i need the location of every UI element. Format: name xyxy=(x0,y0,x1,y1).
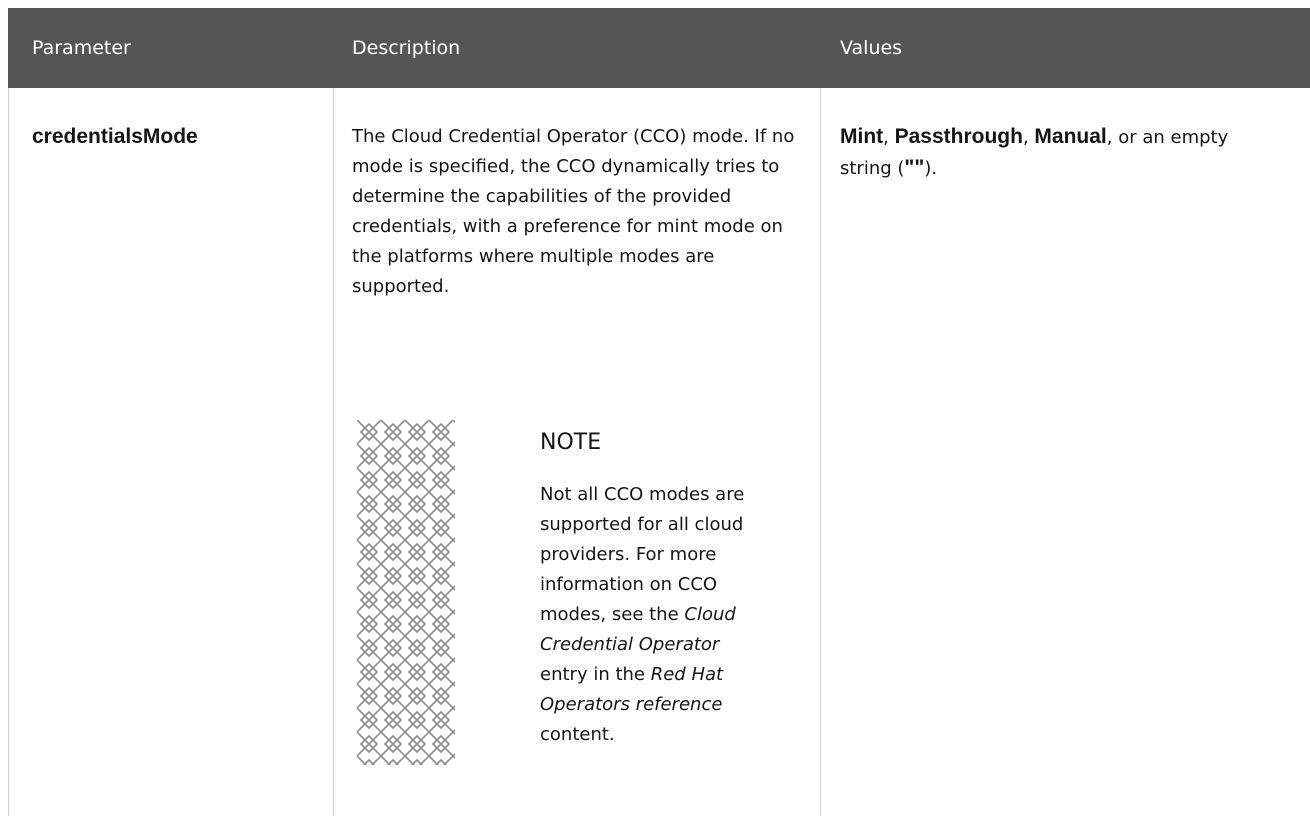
value-text: , or an empty string ( xyxy=(840,127,1229,179)
note-text-italic: Red Hat Operators reference xyxy=(540,664,724,715)
table-header: Parameter Description Values xyxy=(8,8,1310,88)
value-option: Manual xyxy=(1034,125,1107,148)
value-option: "" xyxy=(904,156,925,179)
value-option: Passthrough xyxy=(894,125,1023,148)
column-border xyxy=(333,88,334,816)
parameter-name: credentialsMode xyxy=(32,125,198,148)
note-text-part: entry in the xyxy=(540,664,651,685)
note-text: Not all CCO modes are supported for all … xyxy=(540,480,772,750)
note-title: NOTE xyxy=(540,430,602,455)
description: The Cloud Credential Operator (CCO) mode… xyxy=(352,126,795,297)
value-text: , xyxy=(1022,127,1035,148)
value-option: Mint xyxy=(840,125,884,148)
note-text-italic: Cloud Credential Operator xyxy=(540,604,736,655)
note-text-part: Not all CCO modes are supported for all … xyxy=(540,484,745,625)
header-cell: Values xyxy=(840,37,903,59)
column-border xyxy=(820,88,821,816)
note-text-part: content. xyxy=(540,724,615,745)
note-icon xyxy=(357,420,455,765)
header-cell: Description xyxy=(352,37,461,59)
values-cell: Mint, Passthrough, Manual, or an empty s… xyxy=(840,122,1280,184)
column-border xyxy=(8,88,9,816)
value-text: , xyxy=(883,127,895,148)
value-text: ). xyxy=(924,158,938,179)
header-cell: Parameter xyxy=(32,37,131,59)
